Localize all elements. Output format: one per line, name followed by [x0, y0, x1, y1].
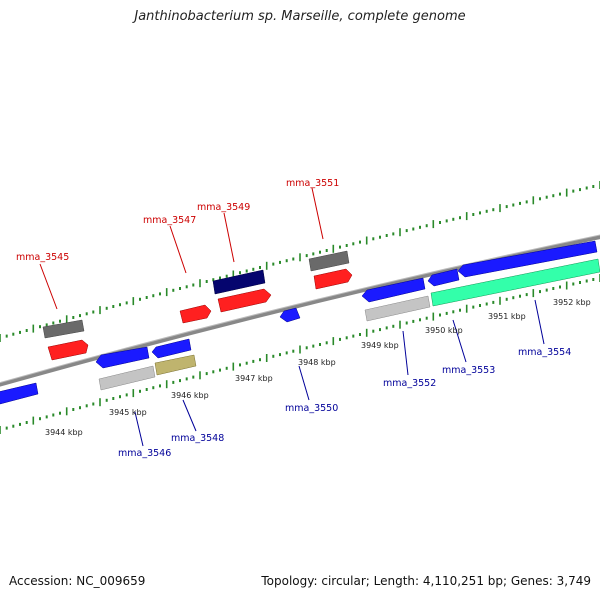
gene-mma_3552-blue[interactable] — [361, 277, 426, 303]
tick-label: 3951 kbp — [488, 312, 526, 321]
upper-scale-ring — [0, 181, 600, 342]
label-mma_3546[interactable]: mma_3546 — [118, 448, 171, 459]
gene-mma_3548-blue[interactable] — [151, 338, 192, 359]
gene-mma_3550[interactable] — [279, 307, 301, 323]
gene-mma_3552[interactable] — [364, 295, 431, 322]
reverse-callouts — [134, 299, 545, 447]
label-mma_3549[interactable]: mma_3549 — [197, 202, 250, 213]
reverse-labels: mma_3546 mma_3548 mma_3550 mma_3552 mma_… — [118, 347, 571, 459]
forward-callouts — [39, 187, 324, 310]
label-mma_3552[interactable]: mma_3552 — [383, 378, 436, 389]
gene-mma_3554-blue[interactable] — [457, 240, 598, 278]
gene-mma_3548[interactable] — [154, 354, 197, 376]
tick-label: 3950 kbp — [425, 326, 463, 335]
gene-mma_3546[interactable] — [95, 346, 150, 369]
genome-backbone — [0, 235, 600, 387]
tick-label: 3945 kbp — [109, 408, 147, 417]
label-mma_3551[interactable]: mma_3551 — [286, 178, 339, 189]
label-mma_3550[interactable]: mma_3550 — [285, 403, 338, 414]
gene-mma_3551[interactable] — [313, 268, 353, 290]
genome-summary-text: Topology: circular; Length: 4,110,251 bp… — [261, 574, 591, 588]
scale-tick-labels: 3944 kbp 3945 kbp 3946 kbp 3947 kbp 3948… — [45, 298, 591, 437]
gene-mma_3553-blue[interactable] — [427, 268, 460, 287]
tick-label: 3949 kbp — [361, 341, 399, 350]
forward-labels: mma_3545 mma_3547 mma_3549 mma_3551 — [16, 178, 339, 263]
accession-text: Accession: NC_009659 — [9, 574, 146, 588]
reverse-genes — [0, 240, 600, 405]
gene-mma_3545[interactable] — [47, 339, 89, 361]
label-mma_3547[interactable]: mma_3547 — [143, 215, 196, 226]
label-mma_3545[interactable]: mma_3545 — [16, 252, 69, 263]
tick-label: 3947 kbp — [235, 374, 273, 383]
label-mma_3554[interactable]: mma_3554 — [518, 347, 571, 358]
tick-label: 3948 kbp — [298, 358, 336, 367]
gene-mma_3554[interactable] — [430, 258, 600, 307]
tick-label: 3944 kbp — [45, 428, 83, 437]
gene-left-edge[interactable] — [0, 382, 39, 405]
tick-label: 3946 kbp — [171, 391, 209, 400]
map-title: Janthinobacterium sp. Marseille, complet… — [134, 9, 466, 24]
tick-label: 3952 kbp — [553, 298, 591, 307]
label-mma_3548[interactable]: mma_3548 — [171, 433, 224, 444]
gene-mma_3549-navy[interactable] — [212, 269, 266, 295]
lower-scale-ring — [0, 274, 600, 434]
gene-mma_3549[interactable] — [217, 288, 272, 313]
gene-mma_3547[interactable] — [179, 304, 212, 324]
gene-mma_3545-gray[interactable] — [42, 319, 85, 339]
gene-mma_3546-gray[interactable] — [98, 365, 156, 391]
label-mma_3553[interactable]: mma_3553 — [442, 365, 495, 376]
gene-mma_3551-gray[interactable] — [308, 250, 350, 272]
forward-genes — [42, 250, 353, 361]
